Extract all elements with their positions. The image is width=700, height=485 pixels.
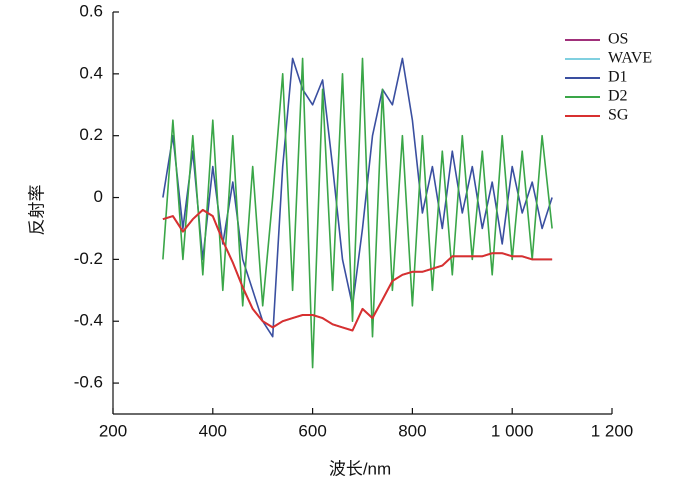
legend-label: D2 [608,88,628,105]
x-tick-label: 1 200 [591,421,634,440]
y-tick-label: 0 [94,187,103,206]
y-tick-label: 0.6 [79,1,103,20]
x-tick-label: 400 [199,421,227,440]
legend-label: SG [608,107,629,124]
x-tick-label: 200 [99,421,127,440]
legend-label: WAVE [608,50,652,67]
y-axis-label: 反射率 [27,185,46,236]
series-line [162,57,553,369]
y-tick-label: -0.4 [74,311,103,330]
y-tick-label: 0.2 [79,125,103,144]
x-tick-label: 600 [298,421,326,440]
legend-label: D1 [608,69,628,86]
legend-label: OS [608,31,628,48]
y-tick-label: -0.6 [74,373,103,392]
x-axis-label: 波长/nm [329,459,391,478]
y-tick-label: -0.2 [74,249,103,268]
x-tick-label: 800 [398,421,426,440]
series-line [162,208,553,332]
y-tick-label: 0.4 [79,63,103,82]
x-tick-label: 1 000 [491,421,534,440]
